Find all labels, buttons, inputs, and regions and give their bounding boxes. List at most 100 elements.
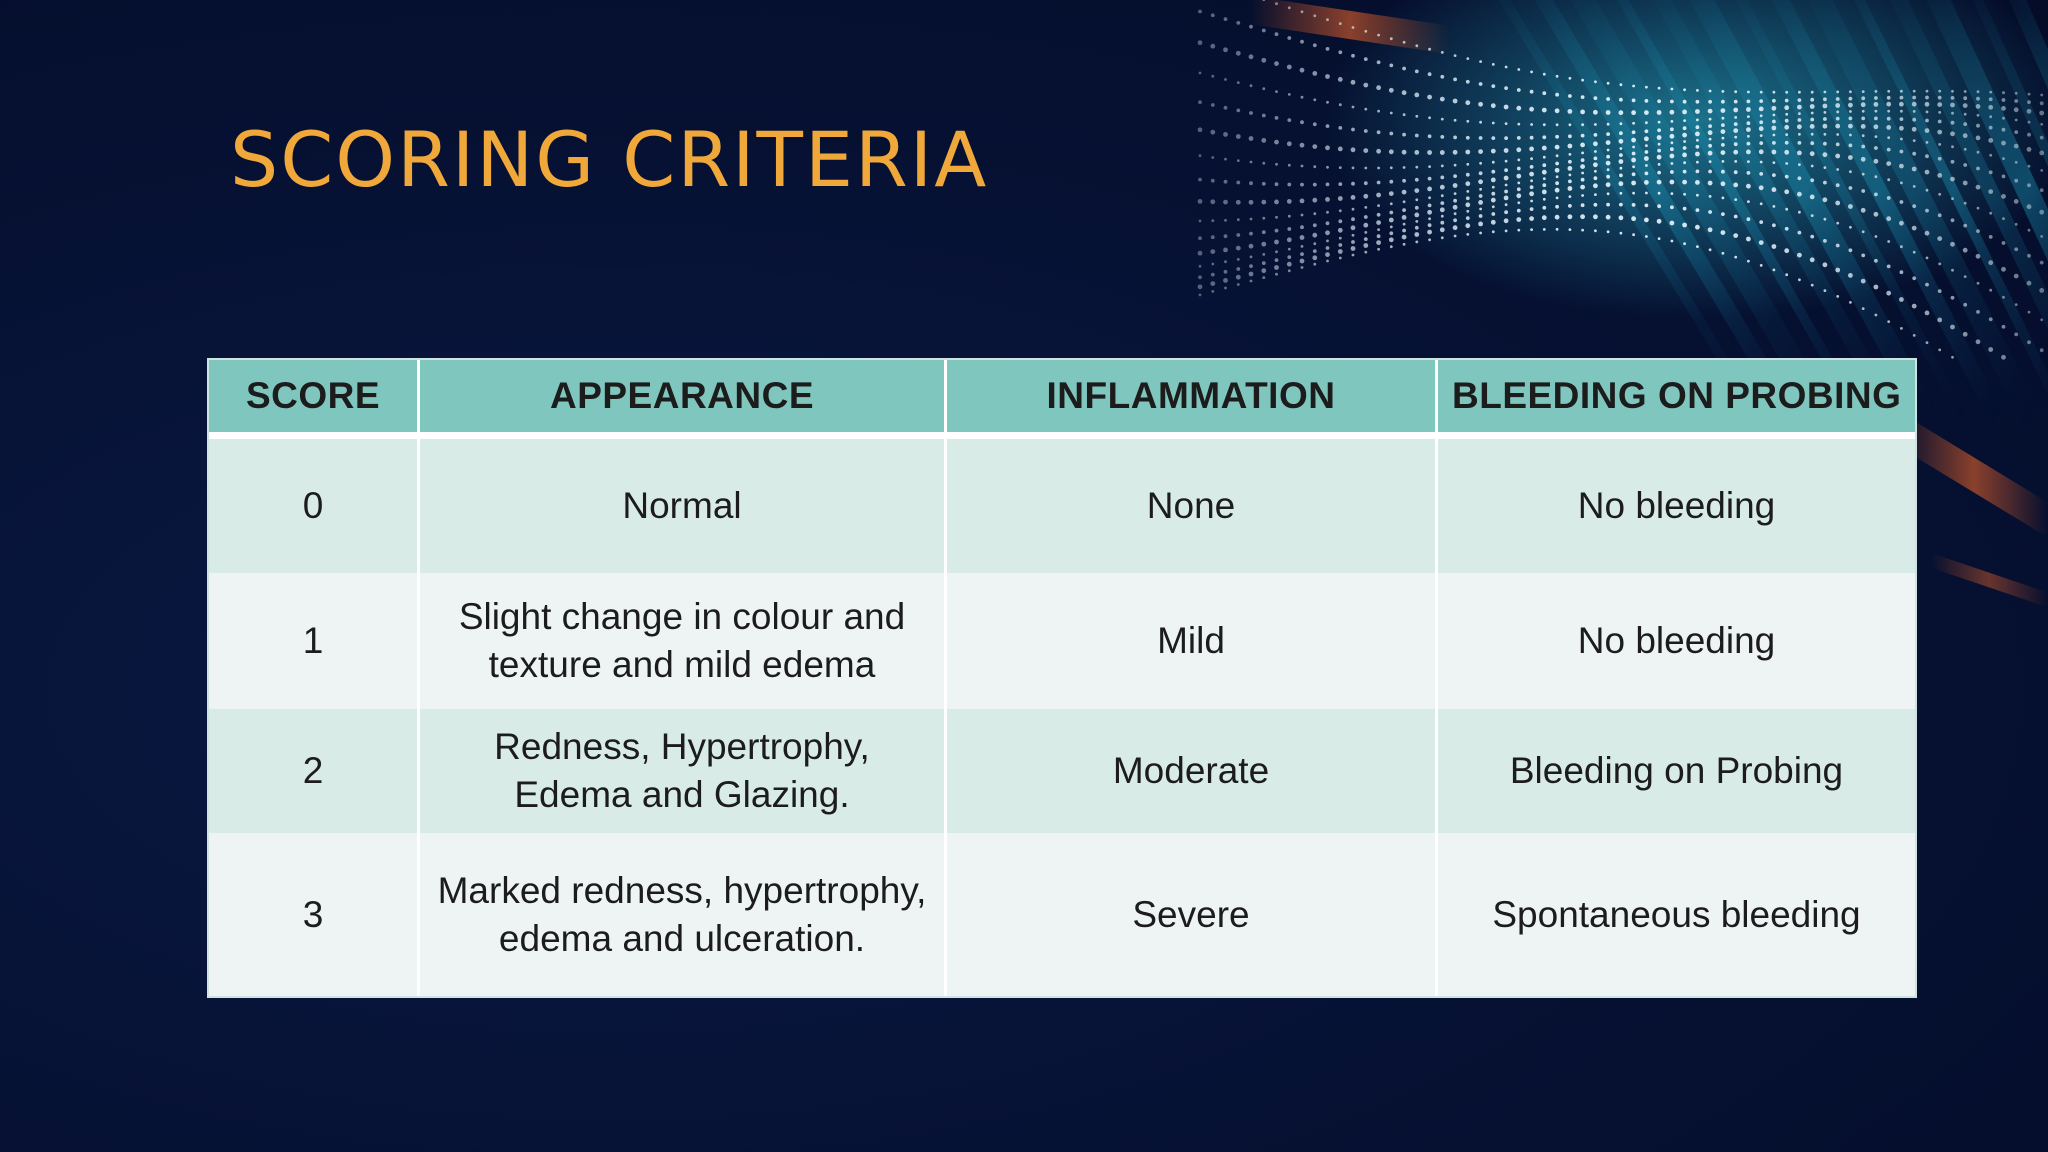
particle-dot (1542, 155, 1546, 159)
particle-dot (1466, 209, 1470, 213)
particle-dot (1924, 230, 1930, 236)
particle-dot (1478, 214, 1483, 218)
particle-dot (1440, 201, 1445, 206)
particle-dot (1414, 232, 1420, 237)
particle-dot (1554, 187, 1560, 193)
particle-dot (1326, 210, 1329, 214)
particle-dot (1261, 57, 1267, 63)
particle-dot (1899, 125, 1904, 131)
particle-dot (1874, 116, 1878, 121)
scoring-table-container: SCORE APPEARANCE INFLAMMATION BLEEDING O… (209, 360, 1915, 996)
particle-dot (1784, 174, 1789, 179)
particle-dot (1900, 109, 1903, 113)
particle-dot (1248, 271, 1254, 277)
particle-dot (1555, 196, 1559, 200)
particle-dot (1529, 216, 1534, 222)
particle-dot (1211, 156, 1215, 159)
particle-dot (1287, 247, 1291, 251)
particle-dot (1542, 228, 1546, 231)
particle-dot (2014, 99, 2019, 103)
particle-dot (1809, 151, 1815, 157)
particle-dot (1836, 110, 1840, 114)
particle-dot (1402, 166, 1406, 169)
particle-dot (1503, 195, 1509, 201)
particle-dot (1798, 210, 1801, 214)
particle-dot (1631, 110, 1636, 116)
particle-dot (2001, 194, 2006, 199)
particle-dot (1886, 216, 1892, 222)
particle-dot (1771, 125, 1777, 131)
particle-dot (1197, 250, 1203, 256)
particle-dot (1594, 193, 1597, 197)
particle-dot (1210, 235, 1215, 240)
particle-dot (1337, 196, 1343, 201)
particle-dot (1479, 60, 1482, 63)
particle-dot (1721, 90, 1725, 93)
particle-dot (1554, 214, 1560, 220)
particle-dot (1772, 173, 1776, 178)
particle-dot (1530, 70, 1533, 74)
particle-dot (1261, 268, 1267, 274)
particle-dot (1299, 235, 1305, 240)
particle-dot (1606, 202, 1610, 207)
particle-dot (1287, 6, 1291, 10)
particle-dot (1453, 163, 1457, 167)
particle-dot (1733, 122, 1738, 126)
particle-dot (1989, 115, 1993, 119)
particle-dot (1542, 123, 1546, 127)
particle-dot (1874, 175, 1878, 179)
particle-dot (1670, 87, 1674, 91)
particle-dot (1771, 105, 1777, 111)
particle-dot (1938, 262, 1942, 266)
particle-dot (1785, 133, 1789, 137)
particle-dot (1554, 167, 1560, 173)
particle-dot (1657, 99, 1661, 104)
particle-dot (1758, 126, 1764, 132)
particle-dot (1338, 182, 1343, 187)
particle-dot (1797, 104, 1802, 110)
particle-dot (1401, 189, 1407, 195)
particle-dot (2001, 241, 2006, 245)
particle-dot (1452, 149, 1458, 155)
particle-dot (1223, 47, 1228, 53)
particle-dot (1747, 134, 1750, 138)
particle-dot (1950, 120, 1955, 125)
particle-dot (1619, 153, 1623, 158)
particle-dot (1312, 182, 1317, 187)
particle-dot (1262, 87, 1266, 91)
particle-dot (1759, 114, 1763, 118)
particle-dot (1567, 214, 1573, 220)
particle-dot (1580, 203, 1585, 208)
particle-dot (2039, 101, 2044, 106)
particle-dot (1645, 164, 1648, 167)
particle-dot (1466, 57, 1470, 60)
particle-dot (1504, 203, 1508, 207)
particle-dot (1823, 141, 1827, 146)
particle-dot (1975, 135, 1981, 141)
particle-dot (1580, 142, 1585, 148)
particle-dot (1976, 310, 1980, 314)
particle-dot (1873, 158, 1879, 164)
particle-dot (1261, 113, 1266, 118)
light-streak (1653, 0, 1904, 428)
particle-dot (1427, 229, 1432, 235)
particle-dot (1938, 192, 1942, 196)
particle-dot (1555, 175, 1559, 179)
particle-dot (1364, 250, 1368, 254)
particle-dot (1606, 154, 1610, 159)
particle-dot (1249, 279, 1253, 283)
particle-dot (1478, 101, 1483, 107)
particle-dot (1771, 149, 1777, 155)
particle-dot (1912, 204, 1917, 209)
light-streak (1885, 415, 2048, 535)
particle-dot (1350, 195, 1356, 200)
particle-dot (1516, 208, 1521, 213)
particle-dot (1568, 153, 1572, 156)
particle-dot (1541, 145, 1547, 151)
particle-dot (1235, 274, 1241, 280)
particle-dot (1593, 156, 1598, 161)
particle-dot (1210, 129, 1216, 135)
particle-dot (1746, 171, 1751, 175)
particle-dot (1618, 110, 1624, 116)
particle-dot (1541, 189, 1547, 195)
